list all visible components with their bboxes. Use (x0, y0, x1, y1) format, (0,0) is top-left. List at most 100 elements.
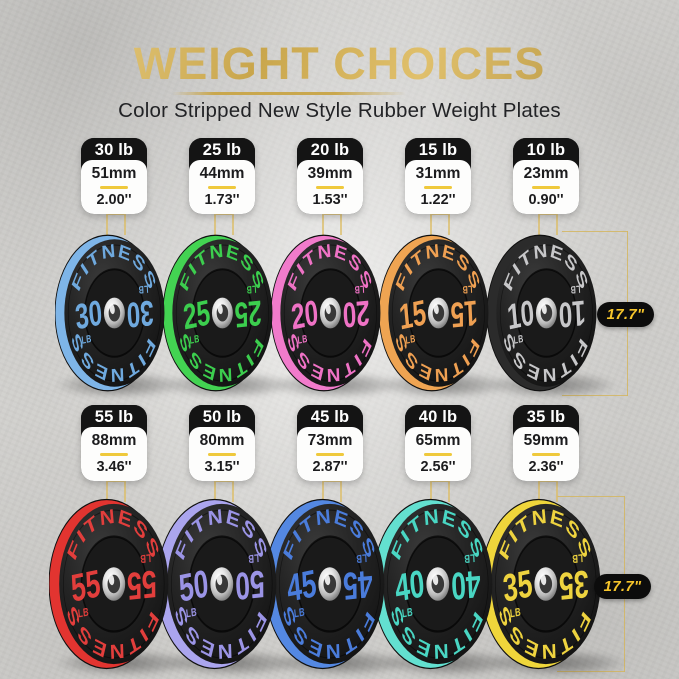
card-divider (316, 453, 344, 456)
thickness-mm: 51mm (91, 165, 137, 182)
card-divider (532, 453, 560, 456)
thickness-inch: 2.00'' (96, 192, 132, 208)
thickness-inch: 2.36'' (528, 459, 564, 475)
card-divider (208, 186, 236, 189)
thickness-mm: 31mm (415, 165, 461, 182)
thickness-inch: 1.73'' (204, 192, 240, 208)
unit-label: LB (405, 333, 416, 347)
thickness-inch: 1.22'' (420, 192, 456, 208)
row2-diameter-tick-bottom (557, 671, 625, 672)
thickness-bracket (322, 480, 342, 502)
weight-badge: 30 lb (81, 138, 147, 163)
thickness-mm: 80mm (199, 432, 245, 449)
thickness-specs: 80mm 3.15'' (189, 427, 255, 481)
thickness-mm: 88mm (91, 432, 137, 449)
row2-diameter-tick-top (557, 496, 625, 497)
spec-card-10lb: 10 lb 23mm 0.90'' (513, 138, 579, 214)
weight-badge: 45 lb (297, 405, 363, 430)
plate-20lb: FITNESS 20 LB (270, 232, 381, 399)
card-divider (532, 186, 560, 189)
thickness-bracket (214, 480, 234, 502)
thickness-specs: 73mm 2.87'' (297, 427, 363, 481)
title-underline (172, 92, 406, 95)
weight-badge: 10 lb (513, 138, 579, 163)
plate-25lb: FITNESS 25 LB (162, 232, 273, 399)
thickness-bracket (322, 213, 342, 235)
thickness-specs: 51mm 2.00'' (81, 160, 147, 214)
thickness-specs: 59mm 2.36'' (513, 427, 579, 481)
spec-card-55lb: 55 lb 88mm 3.46'' (81, 405, 147, 481)
thickness-specs: 23mm 0.90'' (513, 160, 579, 214)
thickness-specs: 65mm 2.56'' (405, 427, 471, 481)
plate-50lb: FITNESS 50 LB (156, 496, 277, 677)
weight-badge: 25 lb (189, 138, 255, 163)
thickness-mm: 39mm (307, 165, 353, 182)
spec-card-50lb: 50 lb 80mm 3.15'' (189, 405, 255, 481)
row2-diameter-badge: 17.7" (594, 574, 651, 599)
card-divider (100, 453, 128, 456)
unit-label: LB (297, 333, 308, 347)
weight-badge: 50 lb (189, 405, 255, 430)
row1-diameter-badge: 17.7" (597, 302, 654, 327)
weight-badge: 15 lb (405, 138, 471, 163)
thickness-mm: 44mm (199, 165, 245, 182)
spec-card-20lb: 20 lb 39mm 1.53'' (297, 138, 363, 214)
spec-card-40lb: 40 lb 65mm 2.56'' (405, 405, 471, 481)
unit-label: LB (189, 333, 200, 347)
thickness-mm: 73mm (307, 432, 353, 449)
spec-card-15lb: 15 lb 31mm 1.22'' (405, 138, 471, 214)
plate-55lb: FITNESS 55 LB (48, 496, 169, 677)
thickness-bracket (430, 480, 450, 502)
weight-badge: 40 lb (405, 405, 471, 430)
thickness-inch: 3.15'' (204, 459, 240, 475)
unit-label: LB (513, 333, 524, 347)
thickness-bracket (538, 480, 558, 502)
subtitle: Color Stripped New Style Rubber Weight P… (118, 99, 561, 122)
plate-40lb: FITNESS 40 LB (372, 496, 493, 677)
thickness-inch: 0.90'' (528, 192, 564, 208)
weight-badge: 20 lb (297, 138, 363, 163)
thickness-bracket (538, 213, 558, 235)
spec-card-35lb: 35 lb 59mm 2.36'' (513, 405, 579, 481)
thickness-inch: 2.56'' (420, 459, 456, 475)
plate-15lb: FITNESS 15 LB (378, 232, 489, 399)
weight-badge: 55 lb (81, 405, 147, 430)
row1-diameter-tick-bottom (562, 395, 628, 396)
row1-diameter-tick-top (562, 231, 628, 232)
unit-label: LB (81, 333, 92, 347)
thickness-bracket (214, 213, 234, 235)
thickness-inch: 3.46'' (96, 459, 132, 475)
card-divider (424, 453, 452, 456)
plate-30lb: FITNESS 30 LB (54, 232, 165, 399)
thickness-bracket (430, 213, 450, 235)
card-divider (316, 186, 344, 189)
thickness-specs: 88mm 3.46'' (81, 427, 147, 481)
thickness-inch: 2.87'' (312, 459, 348, 475)
spec-card-45lb: 45 lb 73mm 2.87'' (297, 405, 363, 481)
thickness-specs: 31mm 1.22'' (405, 160, 471, 214)
spec-card-30lb: 30 lb 51mm 2.00'' (81, 138, 147, 214)
thickness-specs: 44mm 1.73'' (189, 160, 255, 214)
weight-badge: 35 lb (513, 405, 579, 430)
thickness-specs: 39mm 1.53'' (297, 160, 363, 214)
plate-35lb: FITNESS 35 LB (480, 496, 601, 677)
thickness-bracket (106, 213, 126, 235)
thickness-mm: 23mm (523, 165, 569, 182)
page-title: WEIGHT CHOICES (0, 38, 679, 90)
thickness-inch: 1.53'' (312, 192, 348, 208)
plate-45lb: FITNESS 45 LB (264, 496, 385, 677)
thickness-bracket (106, 480, 126, 502)
card-divider (100, 186, 128, 189)
thickness-mm: 59mm (523, 432, 569, 449)
spec-card-25lb: 25 lb 44mm 1.73'' (189, 138, 255, 214)
